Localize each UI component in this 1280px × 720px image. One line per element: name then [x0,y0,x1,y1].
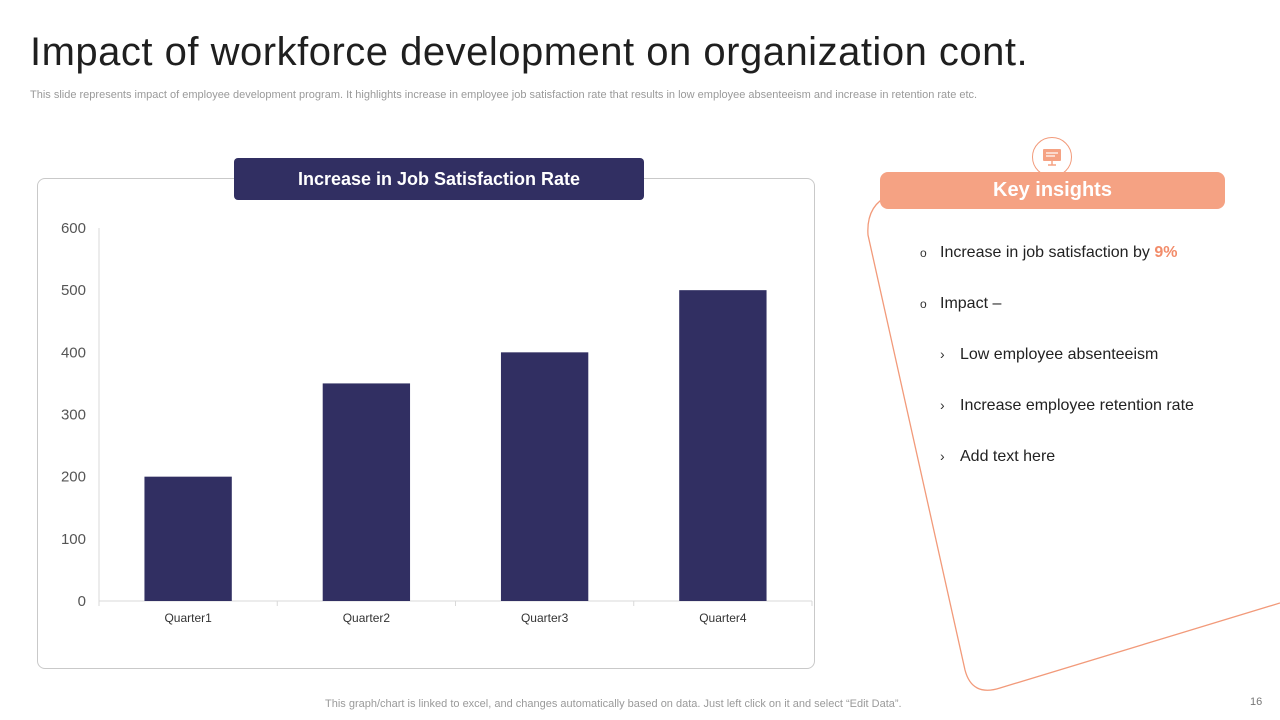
insight-item-satisfaction: o Increase in job satisfaction by 9% [920,244,1177,262]
footer-note: This graph/chart is linked to excel, and… [325,698,902,710]
circle-bullet-icon: o [920,246,927,260]
y-tick-label: 400 [61,344,86,361]
bar-quarter2[interactable] [322,383,411,601]
y-tick-label: 300 [61,407,86,424]
insight-subitem: › Add text here [940,448,1056,465]
insight-subitem: › Increase employee retention rate [940,397,1194,414]
bar-quarter1[interactable] [144,476,232,601]
y-tick-label: 100 [61,531,86,548]
insight-text: Impact – [940,295,1002,312]
slide-title: Impact of workforce development on organ… [30,30,1029,74]
insight-text: Increase in job satisfaction by [940,244,1155,261]
chevron-right-icon: › [940,346,945,362]
insight-highlight-value: 9% [1154,244,1178,261]
bar-quarter3[interactable] [500,352,589,601]
key-insights-header: Key insights [880,172,1225,209]
chart-title: Increase in Job Satisfaction Rate [234,158,644,200]
y-tick-label: 200 [61,469,86,486]
page-number: 16 [1250,696,1263,708]
circle-bullet-icon: o [920,297,927,311]
slide-subtitle: This slide represents impact of employee… [30,89,978,101]
insight-subitem: › Low employee absenteeism [940,346,1159,363]
x-tick-label: Quarter1 [164,611,212,625]
x-tick-label: Quarter2 [343,611,391,625]
x-tick-label: Quarter3 [521,611,569,625]
y-tick-label: 0 [78,593,86,610]
chevron-right-icon: › [940,448,945,464]
y-tick-label: 500 [61,282,86,299]
x-tick-label: Quarter4 [699,611,747,625]
chevron-right-icon: › [940,397,945,413]
insight-item-impact: o Impact – [920,295,1001,313]
bar-quarter4[interactable] [679,290,767,601]
presentation-board-icon [1032,137,1072,177]
y-tick-label: 600 [61,220,86,237]
